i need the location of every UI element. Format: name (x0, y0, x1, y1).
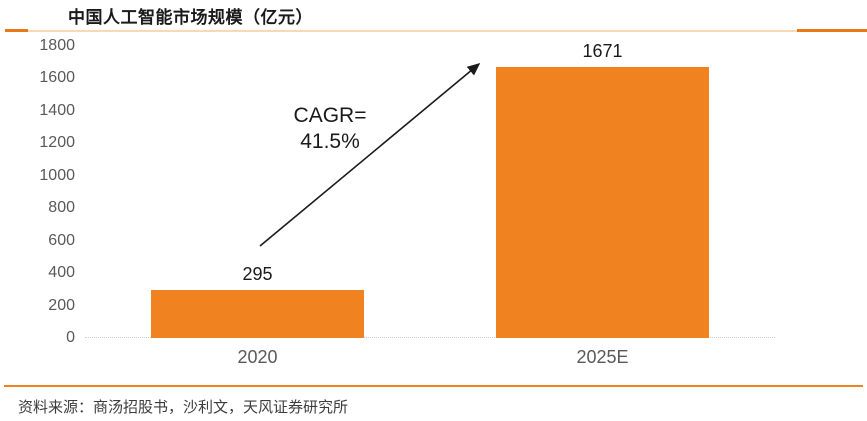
header-rule-left-accent (5, 29, 28, 32)
bar-value-label: 1671 (582, 40, 623, 61)
y-axis-tick-label: 1200 (39, 134, 75, 152)
x-axis-category-label: 2025E (576, 347, 629, 367)
y-axis-tick-label: 0 (66, 329, 75, 346)
y-axis-tick-label: 600 (48, 231, 75, 249)
y-axis-tick-label: 200 (48, 296, 75, 314)
cagr-annotation: CAGR= 41.5% (268, 103, 392, 157)
y-axis-tick-label: 1400 (39, 101, 75, 119)
header-rule-right-accent (797, 29, 867, 32)
y-axis-tick-label: 1000 (39, 166, 75, 184)
chart-title: 中国人工智能市场规模（亿元） (68, 8, 313, 27)
cagr-annotation-line2: 41.5% (300, 130, 360, 153)
x-axis-line (85, 337, 775, 338)
source-note: 资料来源：商汤招股书，沙利文，天风证券研究所 (18, 399, 349, 416)
y-axis-tick-label: 400 (48, 264, 75, 282)
bar-2025E (496, 66, 709, 338)
bar-2020 (151, 290, 364, 338)
cagr-annotation-line1: CAGR= (293, 104, 367, 127)
x-axis-category-label: 2020 (237, 347, 278, 367)
footer-rule (4, 385, 863, 387)
y-axis-tick-label: 800 (48, 199, 75, 217)
bar-value-label: 295 (242, 264, 273, 285)
y-axis-tick-label: 1600 (39, 69, 75, 87)
y-axis-tick-label: 1800 (39, 37, 75, 54)
header-rule-line (28, 30, 797, 32)
